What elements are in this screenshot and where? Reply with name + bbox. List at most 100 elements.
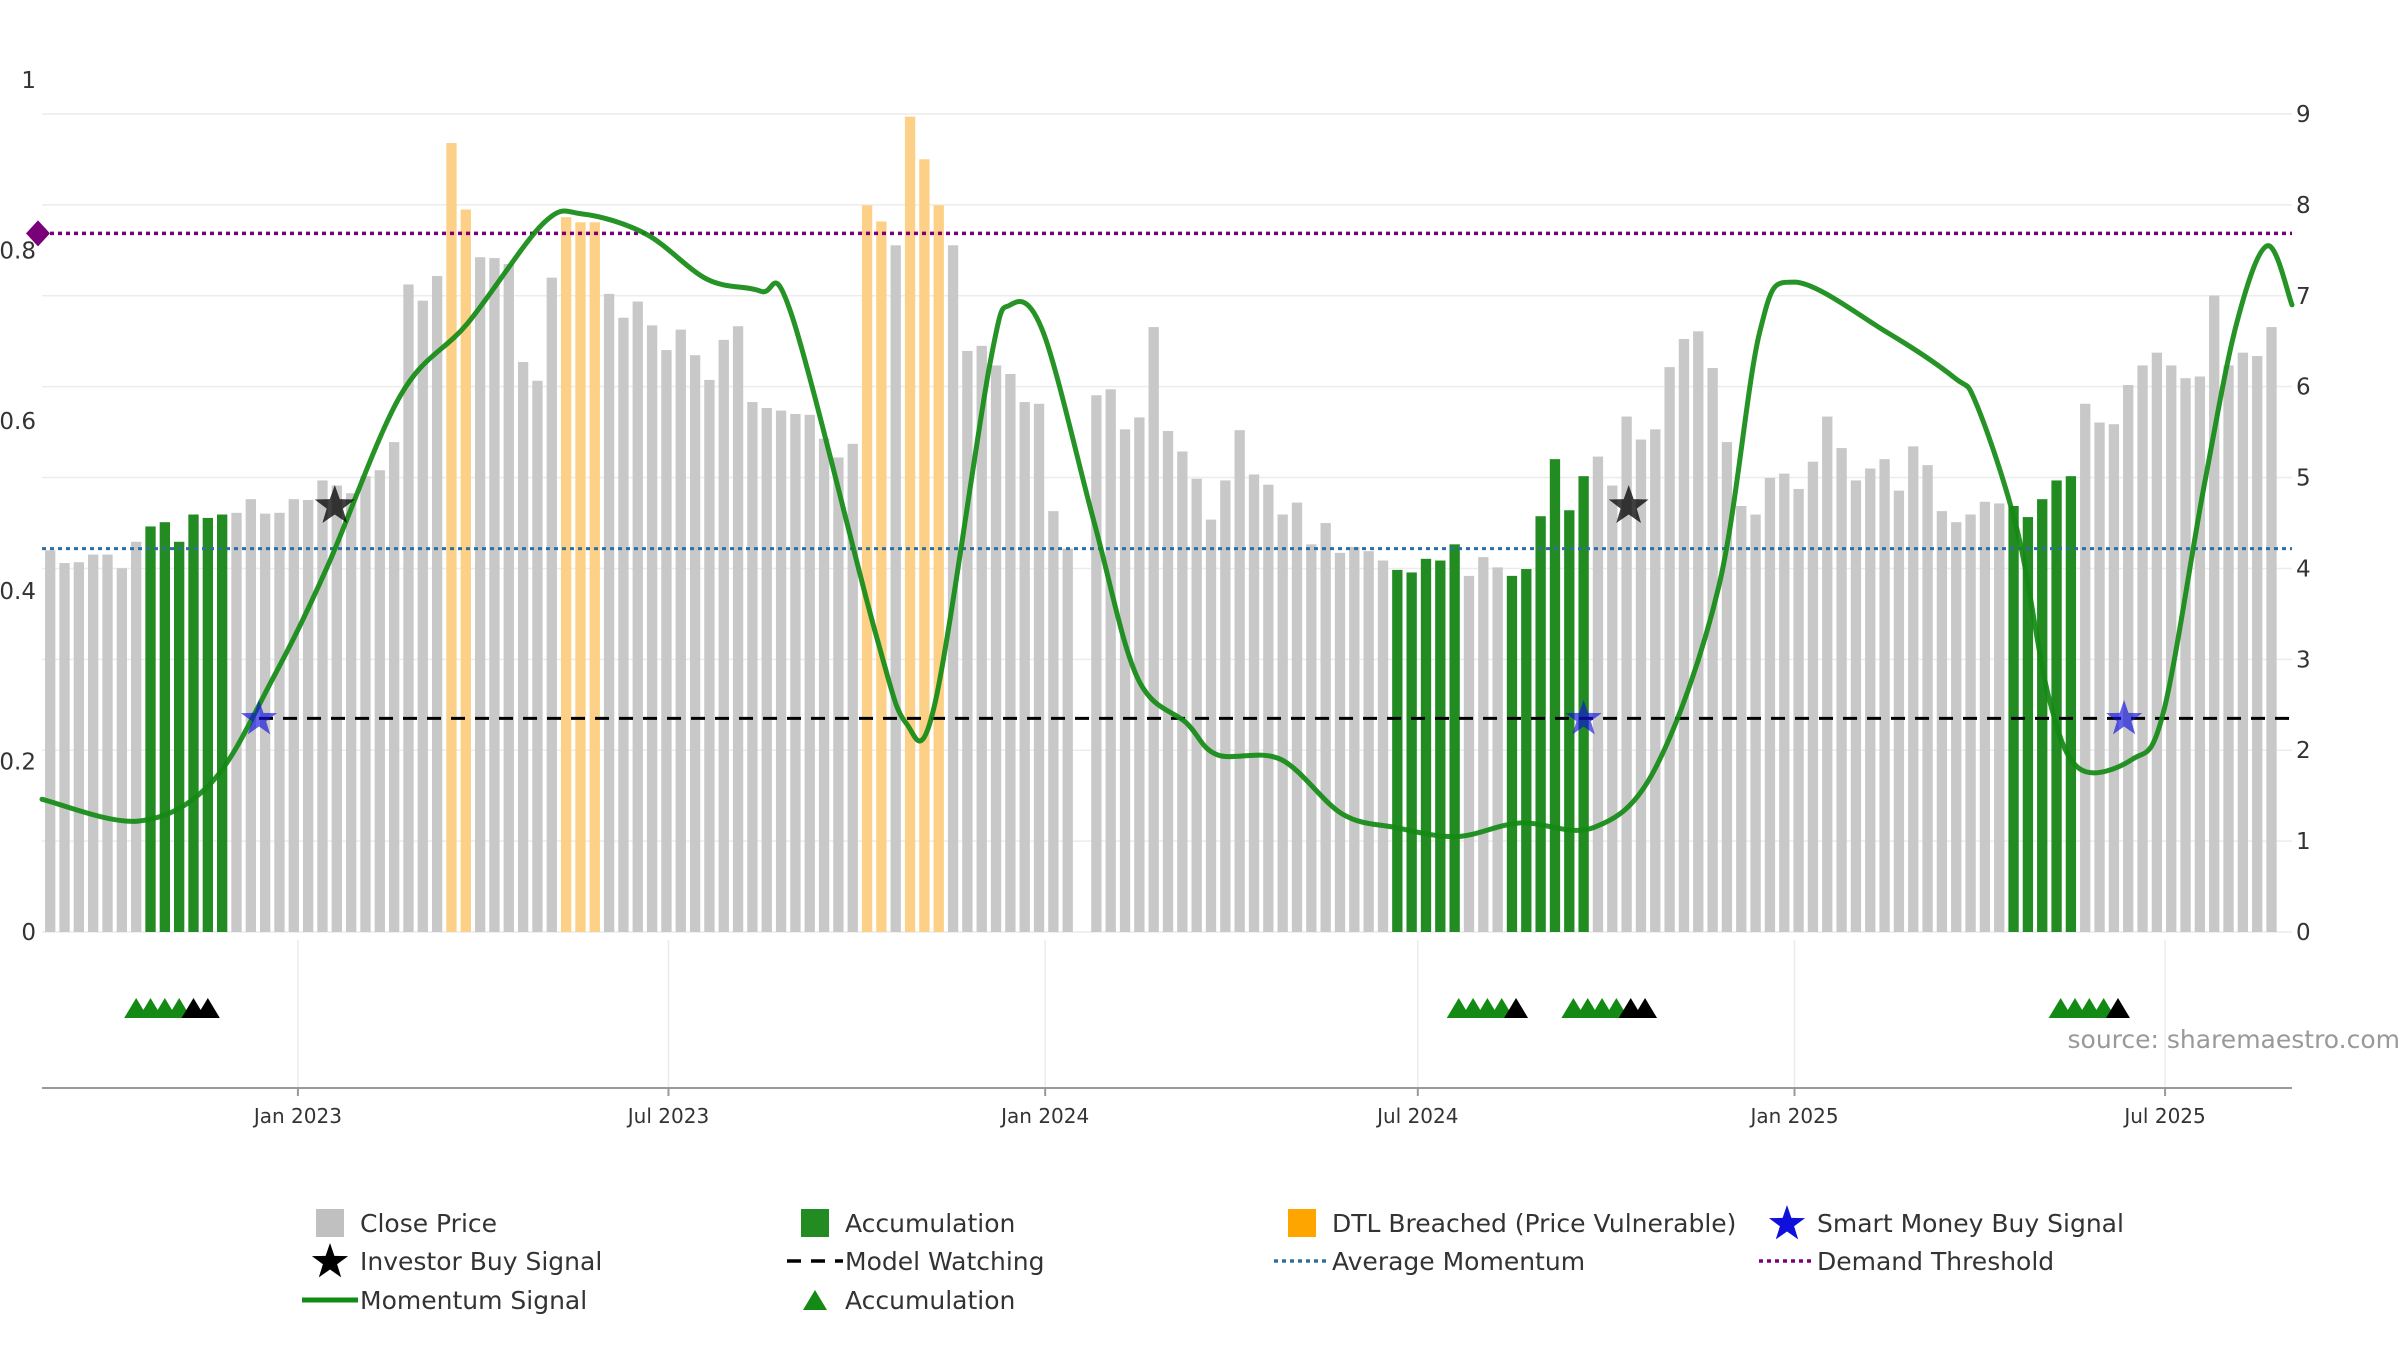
right-axis-tick-label: 6 — [2296, 375, 2311, 401]
price-bar — [1922, 465, 1933, 932]
price-bar — [2022, 517, 2034, 932]
price-bar — [1979, 501, 1991, 932]
price-bar — [217, 514, 228, 932]
legend-swatch — [1759, 1259, 1815, 1263]
price-bar — [59, 563, 70, 932]
price-bar — [1162, 431, 1174, 932]
price-bar — [761, 408, 772, 932]
price-bar — [2037, 499, 2048, 932]
price-bar — [1306, 544, 1317, 932]
price-bar — [1764, 477, 1776, 932]
price-bar — [417, 300, 428, 933]
price-bar — [503, 264, 514, 933]
legend-swatch — [1288, 1209, 1316, 1237]
legend-label: Momentum Signal — [360, 1285, 588, 1315]
price-bar — [632, 301, 643, 932]
price-bar — [1650, 429, 1661, 932]
price-bar — [1865, 468, 1876, 932]
price-bar — [274, 512, 285, 932]
price-bar — [1105, 389, 1116, 932]
price-bar — [2108, 424, 2120, 932]
price-bar — [1822, 416, 1833, 932]
price-bar — [919, 159, 930, 933]
price-bar — [1506, 575, 1518, 932]
price-bar — [159, 522, 170, 932]
price-bar — [1635, 439, 1647, 932]
price-bar — [231, 512, 242, 932]
price-bar — [2094, 422, 2105, 932]
legend-item: Demand Threshold — [1757, 1243, 2054, 1279]
accumulation-triangle — [195, 998, 220, 1018]
price-bar — [1220, 480, 1231, 932]
price-bar — [2137, 365, 2148, 932]
right-axis-tick-label: 4 — [2296, 556, 2311, 582]
right-axis-tick-label: 0 — [2296, 920, 2311, 946]
legend-label: Model Watching — [845, 1246, 1045, 1276]
price-bar — [1621, 416, 1632, 932]
legend-swatch — [316, 1209, 344, 1237]
price-bar — [116, 568, 128, 932]
price-bar — [1807, 461, 1819, 932]
legend-label: Close Price — [360, 1208, 498, 1238]
price-bar — [1936, 511, 1948, 932]
price-bar — [188, 514, 199, 932]
price-bar — [704, 379, 715, 932]
price-bar — [1033, 403, 1045, 932]
price-bar — [1248, 474, 1260, 932]
legend-label: DTL Breached (Price Vulnerable) — [1332, 1208, 1737, 1238]
price-bar — [1549, 459, 1561, 932]
price-bar — [2180, 378, 2191, 932]
right-axis-tick-label: 5 — [2296, 466, 2311, 492]
price-bar — [2123, 385, 2134, 932]
price-bar — [1736, 506, 1747, 932]
price-bar — [589, 222, 600, 932]
price-bar — [45, 550, 56, 932]
price-bar — [1048, 511, 1059, 932]
reference-lines — [26, 220, 2292, 720]
price-bar — [2151, 352, 2163, 932]
price-bar — [1535, 516, 1546, 932]
price-bar — [1449, 544, 1460, 932]
price-bar — [1392, 569, 1403, 932]
right-axis-tick-label: 9 — [2296, 102, 2311, 128]
legend-label: Investor Buy Signal — [360, 1246, 603, 1276]
price-bar — [2065, 476, 2077, 932]
price-bar — [1062, 548, 1073, 932]
price-bar — [1334, 552, 1346, 932]
price-bar — [546, 277, 557, 932]
price-bar — [131, 541, 142, 932]
price-bar — [446, 143, 457, 933]
legend-label: Demand Threshold — [1817, 1246, 2055, 1276]
legend-swatch — [1274, 1259, 1330, 1263]
x-axis-tick-label: Jan 2024 — [999, 1104, 1089, 1128]
price-bar — [1879, 459, 1890, 932]
price-bar — [1406, 572, 1417, 932]
price-bar — [374, 470, 385, 932]
price-bar — [1965, 514, 1976, 932]
price-bar — [174, 541, 185, 932]
x-axis-tick-label: Jan 2023 — [252, 1104, 342, 1128]
price-bar — [1377, 560, 1389, 932]
legend-label: Accumulation — [845, 1208, 1016, 1238]
axes: 0 0.2 0.4 0.6 0.8 1 0 1 2 3 4 5 6 7 8 9 Jan 2023 Jul 2023… — [0, 68, 2311, 1128]
price-bar — [933, 205, 944, 932]
price-bar — [904, 116, 916, 933]
right-axis-tick-label: 3 — [2296, 647, 2311, 673]
price-bar — [962, 350, 973, 932]
price-bar — [560, 217, 572, 932]
price-bar — [2051, 480, 2062, 932]
price-bar — [976, 345, 987, 933]
price-bar — [775, 410, 787, 932]
price-bar — [145, 526, 156, 932]
price-bar — [202, 517, 213, 932]
price-bar — [1091, 395, 1102, 932]
price-bar — [1134, 417, 1145, 933]
legend-item: Investor Buy Signal — [300, 1243, 602, 1279]
price-bar — [1234, 430, 1245, 932]
legend-label: Average Momentum — [1332, 1246, 1586, 1276]
price-bar — [1263, 484, 1274, 932]
price-bar — [718, 339, 729, 932]
price-bar — [1793, 488, 1804, 932]
legend-item: Model Watching — [785, 1243, 1045, 1279]
price-bar — [804, 414, 815, 932]
